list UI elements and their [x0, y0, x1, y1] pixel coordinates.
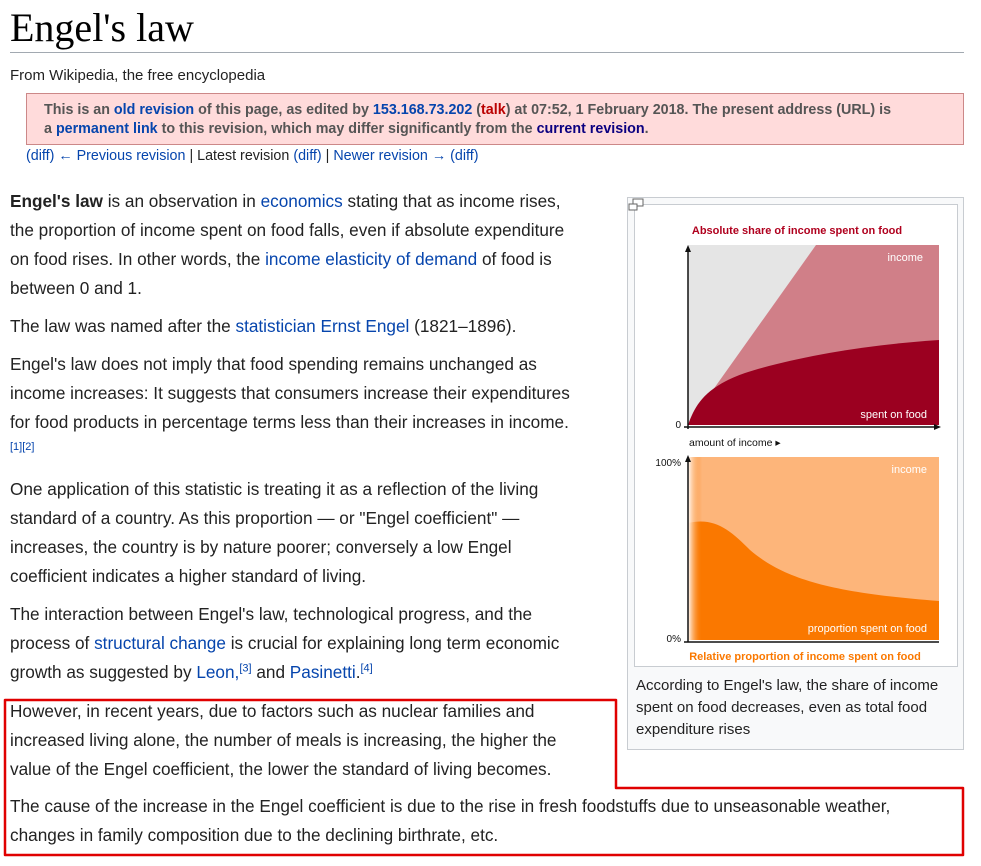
- engel-diagram: Absolute share of income spent on food i…: [655, 225, 941, 663]
- text: .: [355, 662, 361, 682]
- text: stating that as income rises,: [342, 191, 561, 211]
- bold-term: Engel's law: [10, 191, 103, 211]
- permanent-link[interactable]: permanent link: [55, 121, 158, 137]
- figure-caption: According to Engel's law, the share of i…: [636, 677, 939, 738]
- text-line: value of the Engel coefficient, the lowe…: [10, 759, 552, 779]
- current-revision-link[interactable]: current revision: [536, 121, 645, 137]
- text: (1821–1896).: [409, 316, 517, 336]
- text-line: changes in family composition due to the…: [10, 825, 499, 845]
- paragraph-interaction: The interaction between Engel's law, tec…: [10, 600, 559, 687]
- text: on food rises. In other words, the: [10, 249, 266, 269]
- old-revision-link[interactable]: old revision: [113, 102, 195, 118]
- paragraph-cause: The cause of the increase in the Engel c…: [10, 792, 890, 850]
- separator: |: [321, 148, 334, 164]
- separator: |: [185, 148, 198, 164]
- top-income-label: income: [888, 252, 923, 264]
- food-spending-area: [688, 340, 939, 425]
- text-line: coefficient indicates a higher standard …: [10, 566, 367, 586]
- text-line: for food products in percentage terms le…: [10, 412, 569, 432]
- leon-link[interactable]: Leon,: [196, 662, 240, 682]
- text-line: One application of this statistic is tre…: [10, 479, 539, 499]
- newer-revision-link[interactable]: Newer revision →: [333, 148, 447, 164]
- notice-text: a: [44, 121, 56, 137]
- bottom-income-label: income: [892, 464, 927, 476]
- text-line: between 0 and 1.: [10, 278, 142, 298]
- editor-link[interactable]: 153.168.73.202: [372, 102, 473, 118]
- top-food-label: spent on food: [860, 409, 927, 421]
- notice-text: (: [472, 102, 482, 118]
- bottom-food-label: proportion spent on food: [808, 623, 927, 635]
- structural-change-link[interactable]: structural change: [94, 633, 226, 653]
- x-axis-arrow: [934, 424, 941, 430]
- bottom-y-axis-arrow: [685, 455, 691, 462]
- top-chart-title: Absolute share of income spent on food: [692, 225, 902, 237]
- text-line: Engel's law does not imply that food spe…: [10, 354, 537, 374]
- reference-link[interactable]: [3]: [239, 662, 252, 675]
- notice-text: of this page, as edited by: [194, 102, 373, 118]
- notice-text: This is an: [44, 102, 114, 118]
- proportion-food-area: [688, 521, 939, 640]
- reference-links[interactable]: [1][2]: [10, 441, 35, 453]
- text-line: The interaction between Engel's law, tec…: [10, 604, 533, 624]
- paragraph-naming: The law was named after the statistician…: [10, 312, 516, 341]
- diff-link[interactable]: (diff): [450, 148, 479, 164]
- text-line: standard of a country. As this proportio…: [10, 508, 520, 528]
- diff-link[interactable]: (diff): [293, 148, 322, 164]
- text: and: [251, 662, 290, 682]
- ernst-engel-link[interactable]: statistician Ernst Engel: [235, 316, 410, 336]
- latest-revision-label: Latest revision: [197, 148, 290, 164]
- text-line: However, in recent years, due to factors…: [10, 701, 535, 721]
- text-line: The cause of the increase in the Engel c…: [10, 796, 891, 816]
- talk-link[interactable]: talk: [481, 102, 506, 118]
- y-axis-arrow: [685, 245, 691, 252]
- notice-text: ) at 07:52, 1 February 2018. The present…: [505, 102, 892, 118]
- label-0-percent: 0%: [667, 634, 682, 645]
- income-elasticity-link[interactable]: income elasticity of demand: [265, 249, 478, 269]
- tagline: From Wikipedia, the free encyclopedia: [10, 67, 266, 84]
- paragraph-intro: Engel's law is an observation in economi…: [10, 187, 564, 303]
- x-axis-label: amount of income ▸: [689, 437, 781, 449]
- title-divider: [10, 52, 964, 53]
- text: is crucial for explaining long term econ…: [225, 633, 560, 653]
- bottom-chart-title: Relative proportion of income spent on f…: [689, 651, 921, 663]
- enlarge-icon[interactable]: [628, 198, 644, 212]
- text: process of: [10, 633, 95, 653]
- text-line: the proportion of income spent on food f…: [10, 220, 565, 240]
- previous-revision-link[interactable]: ← Previous revision: [58, 148, 186, 164]
- label-100-percent: 100%: [655, 458, 681, 469]
- paragraph-implication: Engel's law does not imply that food spe…: [10, 350, 570, 454]
- page-title: Engel's law: [10, 5, 194, 50]
- reference-link[interactable]: [4]: [360, 662, 373, 675]
- text: of food is: [477, 249, 552, 269]
- revision-navigation: (diff) ← Previous revision | Latest revi…: [26, 148, 478, 164]
- text-line: income increases: It suggests that consu…: [10, 383, 570, 403]
- top-zero-label: 0: [675, 420, 681, 431]
- revision-notice: This is an old revision of this page, as…: [26, 93, 964, 145]
- axis-fade: [688, 457, 702, 640]
- notice-text: .: [644, 121, 649, 137]
- economics-link[interactable]: economics: [260, 191, 343, 211]
- diff-link[interactable]: (diff): [26, 148, 55, 164]
- notice-text: to this revision, which may differ signi…: [157, 121, 537, 137]
- text: is an observation in: [102, 191, 261, 211]
- infobox: Absolute share of income spent on food i…: [627, 197, 964, 750]
- paragraph-recent-years: However, in recent years, due to factors…: [10, 697, 557, 784]
- text: The law was named after the: [10, 316, 236, 336]
- text: growth as suggested by: [10, 662, 197, 682]
- paragraph-application: One application of this statistic is tre…: [10, 475, 538, 591]
- text-line: increases, the country is by nature poor…: [10, 537, 512, 557]
- pasinetti-link[interactable]: Pasinetti: [289, 662, 356, 682]
- figure-image[interactable]: Absolute share of income spent on food i…: [634, 204, 958, 667]
- text-line: increased living alone, the number of me…: [10, 730, 557, 750]
